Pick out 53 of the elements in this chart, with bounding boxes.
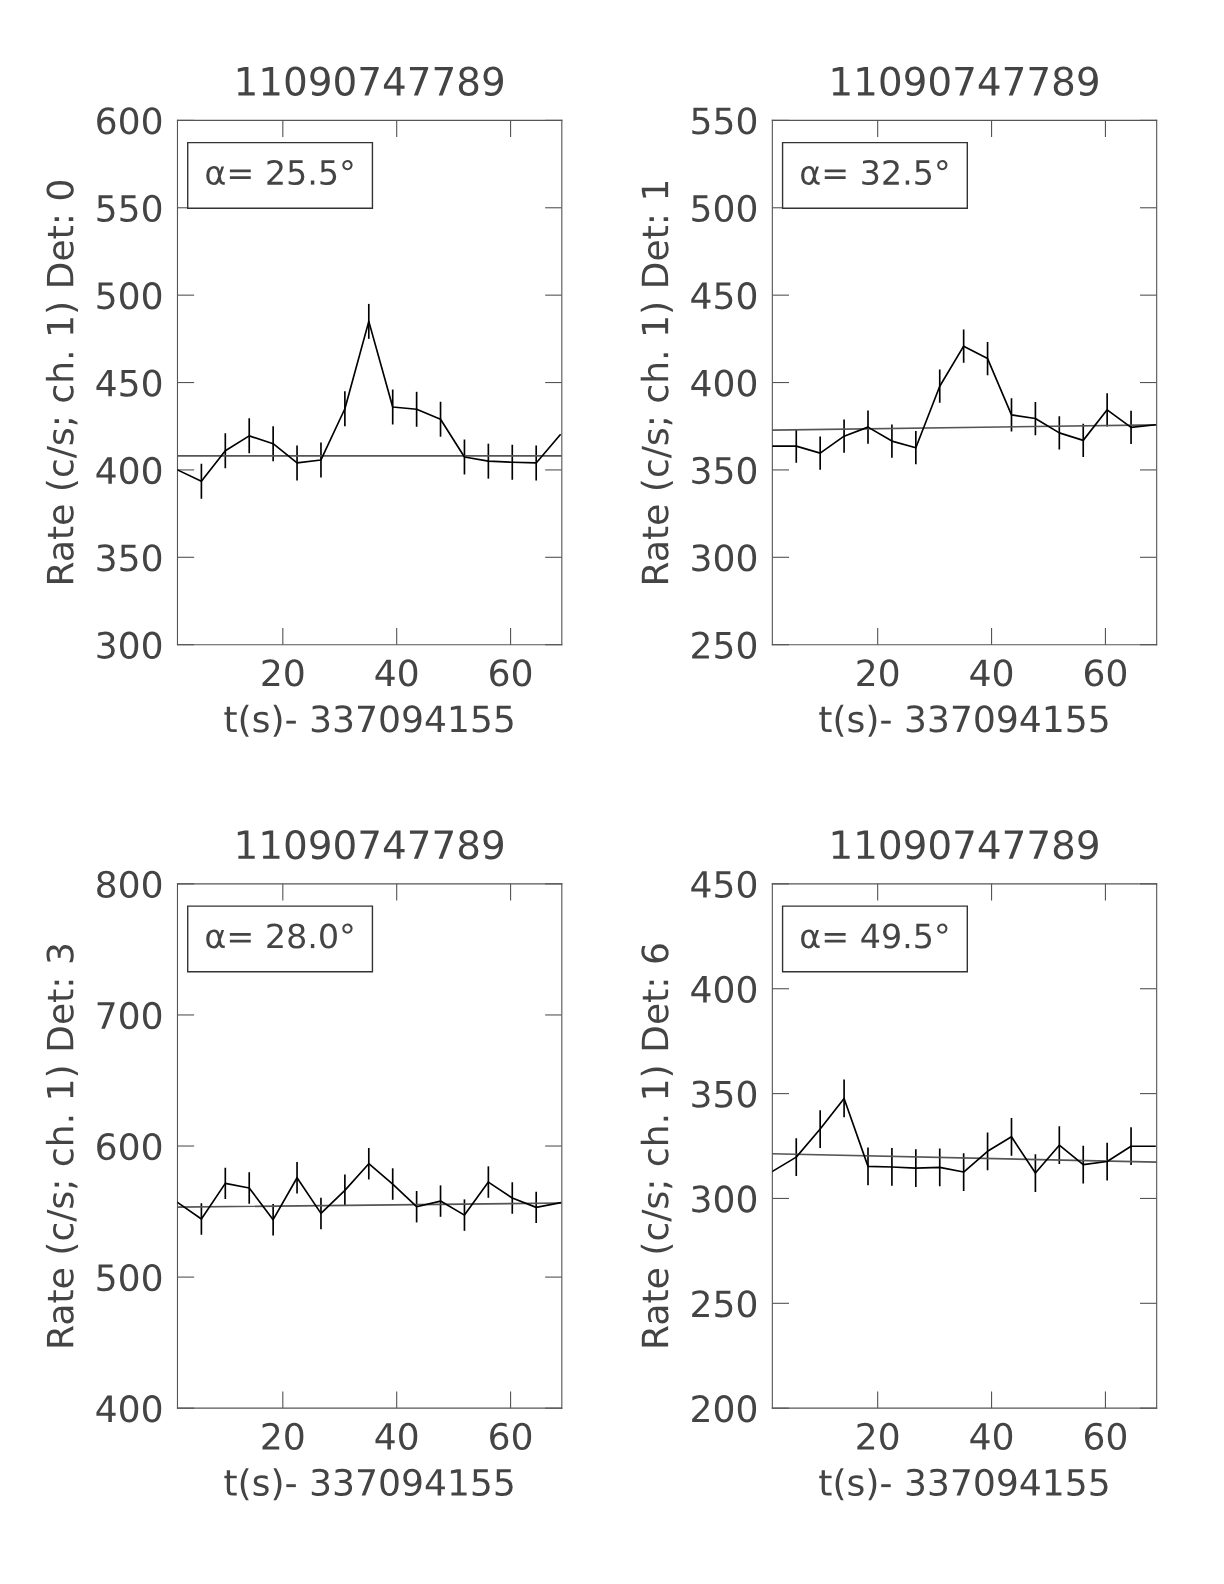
y-tick-label: 550 xyxy=(692,107,757,135)
y-tick-label: 400 xyxy=(96,456,162,485)
chart-title: 11090747789 xyxy=(832,66,1098,96)
x-tick-label: 60 xyxy=(1084,659,1127,687)
annotation: α= 32.5° xyxy=(801,159,948,186)
y-axis-title: Rate (c/s; ch. 1) Det: 0 xyxy=(45,180,79,583)
chart-title: 11090747789 xyxy=(832,830,1098,860)
x-axis-title: t(s)- 337094155 xyxy=(819,1468,1108,1501)
y-tick-label: 600 xyxy=(97,107,162,135)
y-axis-title: Rate (c/s; ch. 1) Det: 3 xyxy=(45,944,79,1347)
y-tick-label: 500 xyxy=(97,282,162,310)
annotation: α= 25.5° xyxy=(206,159,353,186)
x-tick-label: 60 xyxy=(1084,1422,1127,1451)
y-tick-label: 700 xyxy=(97,1001,162,1030)
y-tick-label: 200 xyxy=(692,1395,757,1423)
x-tick-label: 40 xyxy=(375,1422,418,1451)
x-tick-label: 40 xyxy=(970,1422,1013,1451)
y-tick-label: 350 xyxy=(97,544,162,572)
y-tick-label: 400 xyxy=(691,975,757,1003)
x-tick-label: 20 xyxy=(262,659,304,687)
y-tick-label: 250 xyxy=(692,1290,757,1318)
y-tick-label: 800 xyxy=(97,870,162,899)
x-tick-label: 20 xyxy=(857,659,899,687)
y-axis-title: Rate (c/s; ch. 1) Det: 6 xyxy=(640,944,673,1347)
y-tick-label: 250 xyxy=(692,631,757,659)
x-tick-label: 40 xyxy=(970,659,1013,687)
chart-title: 11090747789 xyxy=(237,66,503,96)
x-tick-label: 60 xyxy=(490,659,532,687)
y-tick-label: 300 xyxy=(692,1185,757,1213)
y-tick-label: 350 xyxy=(692,456,757,485)
y-tick-label: 300 xyxy=(692,544,757,572)
annotation: α= 28.0° xyxy=(206,923,353,949)
x-tick-label: 20 xyxy=(262,1422,304,1451)
y-tick-label: 350 xyxy=(692,1080,757,1108)
chart-title: 11090747789 xyxy=(237,830,503,860)
annotation: α= 49.5° xyxy=(801,923,948,949)
x-tick-label: 40 xyxy=(375,659,418,687)
y-tick-label: 550 xyxy=(97,194,162,222)
y-tick-label: 400 xyxy=(96,1395,162,1423)
x-axis-title: t(s)- 337094155 xyxy=(224,704,513,737)
x-tick-label: 60 xyxy=(490,1422,532,1451)
y-tick-label: 450 xyxy=(691,870,757,899)
x-axis-title: t(s)- 337094155 xyxy=(819,704,1108,737)
y-axis-title: Rate (c/s; ch. 1) Det: 1 xyxy=(640,181,673,583)
y-tick-label: 500 xyxy=(692,194,757,222)
y-tick-label: 450 xyxy=(96,369,162,397)
y-tick-label: 500 xyxy=(97,1264,162,1292)
y-tick-label: 400 xyxy=(691,369,757,397)
x-tick-label: 20 xyxy=(857,1422,899,1451)
x-axis-title: t(s)- 337094155 xyxy=(224,1468,513,1501)
y-tick-label: 450 xyxy=(691,282,757,310)
y-tick-label: 600 xyxy=(97,1132,162,1161)
y-tick-label: 300 xyxy=(97,631,162,659)
